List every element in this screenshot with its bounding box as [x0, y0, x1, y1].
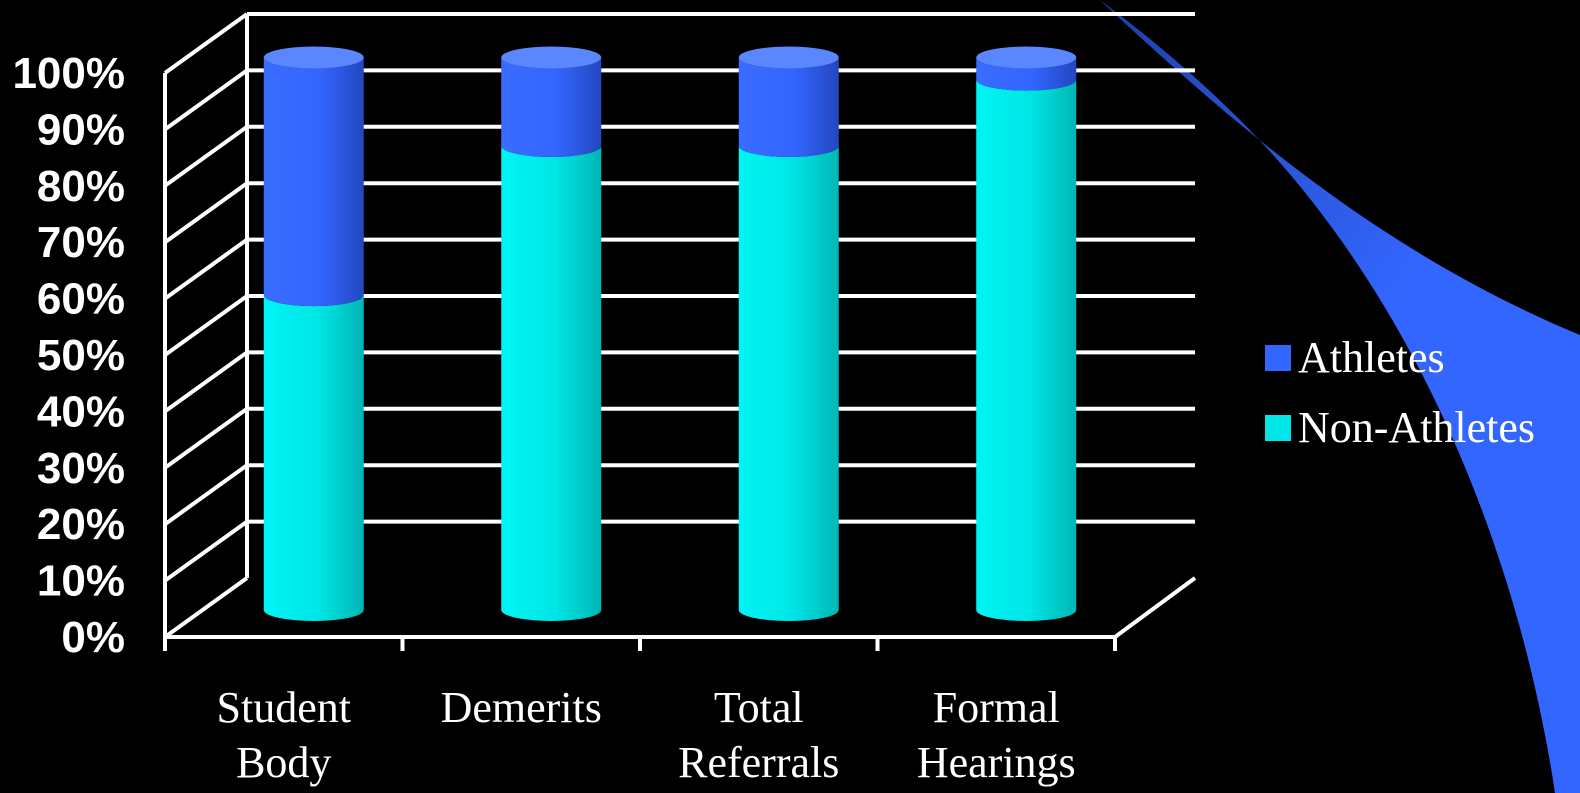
cylinder-demerits	[501, 46, 602, 621]
bar-segment-athletes	[263, 57, 364, 307]
gridline-side	[163, 237, 249, 301]
bar-cap-athletes	[738, 46, 839, 69]
legend-swatch-athletes	[1265, 345, 1291, 371]
gridline-side	[163, 519, 249, 583]
floor-right-edge	[1113, 576, 1197, 639]
y-tick-label: 0%	[61, 613, 125, 662]
gridline-side	[163, 463, 249, 526]
legend-swatch-non-athletes	[1265, 415, 1291, 441]
legend: Athletes Non-Athletes	[1265, 333, 1535, 452]
x-tick-label: Total Referrals	[678, 683, 839, 787]
y-tick-label: 100%	[12, 49, 125, 98]
bar-segment-non-athletes	[501, 145, 602, 621]
y-tick-label: 30%	[37, 444, 125, 493]
gridline-side	[163, 181, 249, 244]
bar-segment-non-athletes	[738, 145, 839, 621]
bar-segment-athletes	[501, 57, 602, 157]
gridline-side	[163, 125, 249, 188]
x-tick-label: Student Body	[217, 683, 351, 787]
bar-cap-athletes	[501, 46, 602, 69]
y-tick-label: 90%	[37, 105, 125, 154]
bars-layer	[263, 46, 1077, 622]
gridline-side	[163, 12, 249, 75]
gridline-side	[163, 350, 249, 414]
bar-segment-athletes	[738, 57, 839, 157]
decorative-swoosh	[1100, 0, 1580, 793]
cylinder-total-referrals	[738, 46, 839, 621]
gridline-side	[163, 407, 249, 470]
y-tick-label: 50%	[37, 331, 125, 380]
legend-label-non-athletes: Non-Athletes	[1298, 403, 1535, 452]
bar-segment-athletes	[976, 57, 1077, 91]
y-tick-label: 70%	[37, 218, 125, 267]
cylinder-formal-hearings	[976, 46, 1077, 622]
legend-label-athletes: Athletes	[1298, 333, 1445, 382]
y-tick-label: 40%	[37, 387, 125, 436]
y-tick-label: 60%	[37, 275, 125, 324]
gridline-side	[163, 576, 249, 639]
y-tick-label: 10%	[37, 557, 125, 606]
bar-cap-athletes	[976, 46, 1077, 69]
x-tick-label: Demerits	[441, 683, 602, 732]
cylinder-student-body	[263, 46, 364, 621]
gridline-side	[163, 68, 249, 132]
y-tick-label: 80%	[37, 162, 125, 211]
y-tick-label: 20%	[37, 500, 125, 549]
bar-segment-non-athletes	[263, 295, 364, 621]
x-tick-label: Formal Hearings	[917, 683, 1076, 787]
bar-cap-athletes	[263, 46, 364, 69]
x-axis-labels: Student Body Demerits Total Referrals Formal H…	[217, 683, 1076, 787]
bar-segment-non-athletes	[976, 79, 1077, 622]
gridline-side	[163, 294, 249, 357]
y-axis-ticks: 0% 10% 20% 30% 40% 50% 60% 70% 80% 90% 100%	[12, 49, 125, 662]
